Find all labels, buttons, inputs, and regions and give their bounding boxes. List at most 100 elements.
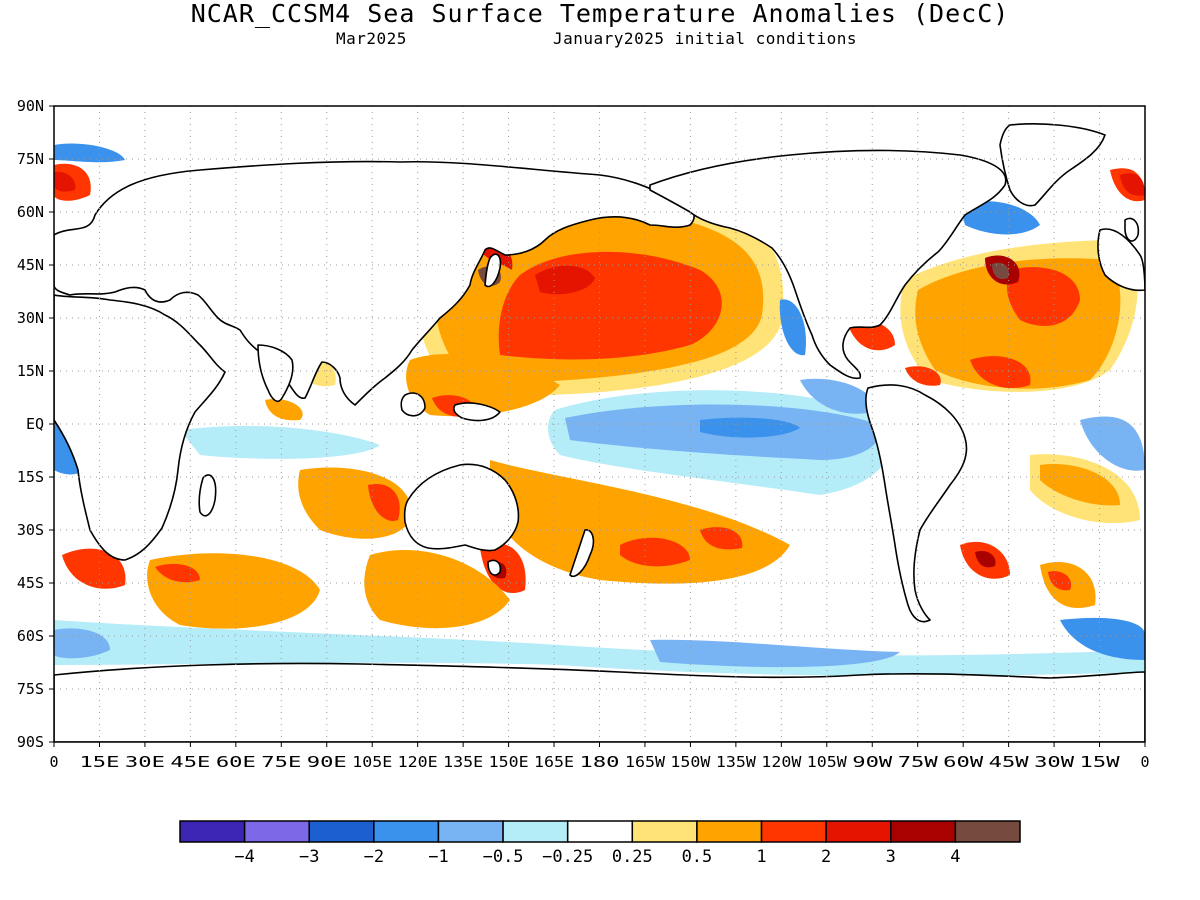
land-new-zealand bbox=[569, 529, 595, 577]
lat-tick-label: 75S bbox=[17, 680, 44, 698]
anomaly-natl-2 bbox=[1007, 267, 1080, 326]
lon-tick-label: 120W bbox=[761, 753, 802, 771]
lon-tick-label: 15E bbox=[79, 753, 119, 771]
lon-tick-label: 0 bbox=[49, 753, 58, 771]
anomaly-indian-south-2 bbox=[368, 484, 400, 521]
continents bbox=[54, 123, 1145, 742]
lat-tick-label: 45N bbox=[17, 256, 44, 274]
lon-tick-label: 135E bbox=[443, 753, 483, 771]
lon-tick-label: 30W bbox=[1034, 753, 1075, 771]
lon-tick-label: 30E bbox=[125, 753, 165, 771]
lat-tick-label: 75N bbox=[17, 150, 44, 168]
anomaly-so-cold-2 bbox=[650, 639, 900, 668]
colorbar-swatch bbox=[502, 820, 569, 843]
land-europe-west bbox=[1097, 228, 1145, 292]
colorbar-swatch bbox=[566, 820, 634, 843]
lon-tick-label: 150E bbox=[489, 753, 529, 771]
land-new-guinea bbox=[453, 402, 501, 422]
anomaly-spac-1 bbox=[490, 460, 790, 584]
lon-tick-label: 165E bbox=[534, 753, 574, 771]
lon-tick-label: 45E bbox=[170, 753, 210, 771]
anomaly-so-cold-1 bbox=[54, 620, 1145, 676]
anomaly-satl-east-2 bbox=[1040, 464, 1120, 506]
land-japan bbox=[484, 253, 502, 288]
lat-tick-label: 15N bbox=[17, 362, 44, 380]
land-uk bbox=[1124, 217, 1140, 242]
colorbar-swatch bbox=[243, 820, 310, 843]
anomaly-pac-se-cold bbox=[800, 378, 880, 414]
forecast-month: Mar2025 bbox=[336, 29, 407, 48]
colorbar-swatch bbox=[954, 820, 1021, 843]
anomaly-satl-south-2 bbox=[1048, 571, 1072, 591]
lon-tick-label: 0 bbox=[1140, 753, 1149, 771]
lat-tick-label: EQ bbox=[26, 415, 44, 433]
lon-tick-label: 75E bbox=[261, 753, 301, 771]
anomaly-s-ocean-2 bbox=[155, 563, 200, 583]
lon-tick-label: 105E bbox=[352, 753, 392, 771]
colorbar-label: 4 bbox=[950, 847, 960, 867]
map-title: NCAR_CCSM4 Sea Surface Temperature Anoma… bbox=[190, 0, 1010, 28]
anomaly-satl-2 bbox=[975, 550, 996, 568]
graticule bbox=[54, 106, 1145, 742]
anomaly-cal-cold bbox=[779, 299, 806, 356]
anomaly-gulfstream-2 bbox=[992, 262, 1009, 280]
colorbar-swatch bbox=[696, 820, 763, 843]
colorbar-label: 0.5 bbox=[682, 847, 713, 867]
colorbar-label: 0.25 bbox=[612, 847, 653, 867]
lon-tick-label: 90W bbox=[852, 753, 893, 771]
land-south-america bbox=[865, 384, 968, 623]
longitude-labels: 0 15E 30E 45E 60E 75E 90E 105E 120E 135E 150E 165E 1… bbox=[49, 742, 1150, 771]
colorbar-label: −3 bbox=[299, 847, 319, 867]
anomaly-indian-sw-1 bbox=[364, 550, 510, 629]
colorbar-swatch bbox=[631, 820, 698, 843]
anomaly-npac-2 bbox=[498, 251, 722, 360]
colorbar-swatch bbox=[437, 820, 504, 843]
anomaly-gulf-mexico bbox=[848, 321, 895, 351]
lon-tick-label: 180 bbox=[580, 753, 620, 771]
land-antarctica bbox=[54, 662, 1145, 742]
anomaly-s-ocean-3 bbox=[62, 548, 126, 589]
land-tasmania bbox=[487, 559, 502, 576]
lon-tick-label: 90E bbox=[307, 753, 347, 771]
anomaly-benguela-cold bbox=[1080, 416, 1145, 471]
land-greenland bbox=[999, 123, 1106, 207]
initial-conditions: January2025 initial conditions bbox=[553, 29, 857, 48]
lat-tick-label: 60N bbox=[17, 203, 44, 221]
colorbar-swatch bbox=[760, 820, 827, 843]
lon-tick-label: 105W bbox=[807, 753, 848, 771]
lon-tick-label: 135W bbox=[716, 753, 757, 771]
anomaly-npac-3 bbox=[535, 265, 595, 295]
anomaly-arctic-cold bbox=[54, 143, 125, 163]
lat-tick-label: 30S bbox=[17, 521, 44, 539]
land-australia bbox=[403, 463, 520, 552]
lat-tick-label: 90N bbox=[17, 97, 44, 115]
colorbar-label: 3 bbox=[886, 847, 896, 867]
lon-tick-label: 60E bbox=[216, 753, 256, 771]
land-madagascar bbox=[198, 474, 217, 517]
lon-tick-label: 165W bbox=[625, 753, 666, 771]
colorbar-label: 2 bbox=[821, 847, 831, 867]
land-borneo bbox=[400, 392, 426, 417]
anomaly-arctic-east bbox=[1120, 173, 1145, 196]
land-eurasia bbox=[54, 160, 695, 406]
anomaly-indian-eq-cold bbox=[180, 425, 380, 459]
lat-tick-label: 45S bbox=[17, 574, 44, 592]
anomaly-caribbean bbox=[905, 366, 941, 386]
anomaly-natl-3 bbox=[970, 356, 1031, 389]
colorbar-label: 1 bbox=[756, 847, 766, 867]
colorbar-label: −4 bbox=[234, 847, 254, 867]
land-india bbox=[257, 344, 294, 402]
lon-tick-label: 45W bbox=[989, 753, 1030, 771]
anomaly-barents-core bbox=[54, 171, 76, 192]
lat-tick-label: 30N bbox=[17, 309, 44, 327]
latitude-labels: 90N 75N 60N 45N 30N 15N EQ 15S 30S 45S 60S 75S 90S bbox=[17, 97, 54, 751]
colorbar-swatch bbox=[179, 820, 246, 843]
lon-tick-label: 75W bbox=[898, 753, 939, 771]
lat-tick-label: 60S bbox=[17, 627, 44, 645]
colorbar-label: −0.25 bbox=[542, 847, 593, 867]
lon-tick-label: 15W bbox=[1080, 753, 1121, 771]
colorbar-label: −1 bbox=[428, 847, 448, 867]
lon-tick-label: 60W bbox=[943, 753, 984, 771]
anomaly-arabian bbox=[265, 399, 303, 421]
